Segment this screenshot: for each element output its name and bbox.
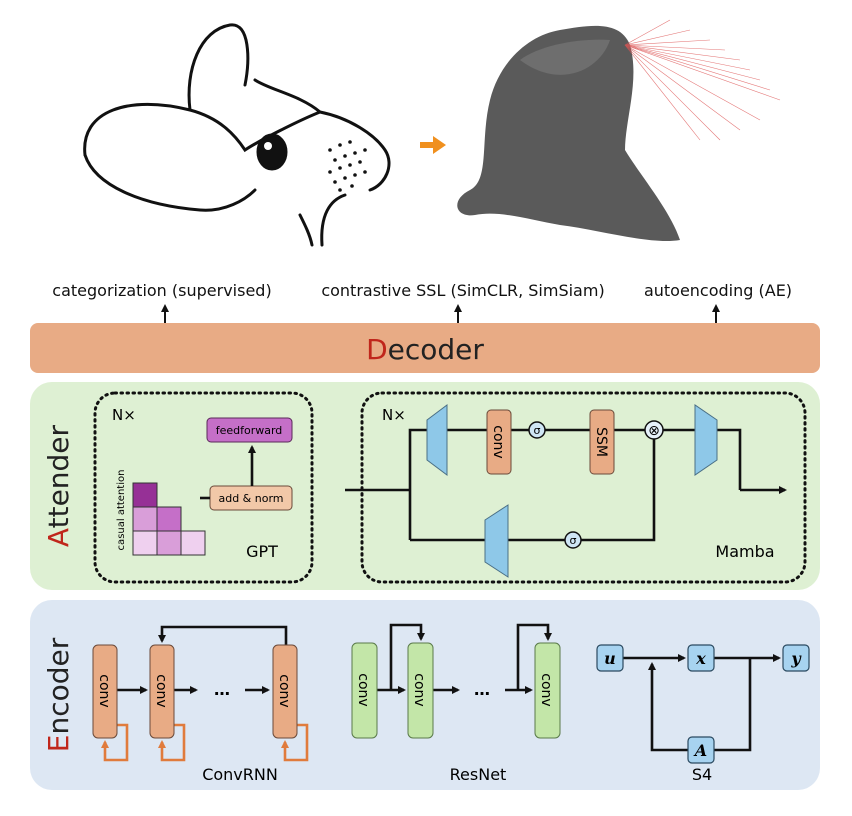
resnet-block: … conv conv conv ResNet: [351, 623, 561, 784]
decoder-bar: [30, 323, 820, 373]
resnet-label: ResNet: [450, 765, 507, 784]
conv-label: conv: [96, 674, 112, 707]
add-norm-label: add & norm: [218, 492, 283, 505]
3d-mouse-head: [457, 19, 781, 242]
gpt-repeat-label: N×: [112, 406, 136, 424]
encoder-title: Encoder: [42, 637, 75, 752]
casual-attention-label: casual attention: [116, 470, 127, 551]
s4-x-label: x: [695, 649, 706, 668]
ellipsis: …: [474, 680, 490, 699]
sigma-icon: σ: [534, 424, 541, 437]
objective-contrastive-ssl: contrastive SSL (SimCLR, SimSiam): [321, 281, 604, 300]
decoder-title: Decoder: [366, 333, 484, 366]
s4-label: S4: [692, 765, 712, 784]
attender-title: Attender: [42, 424, 75, 547]
gpt-label: GPT: [246, 542, 278, 561]
s4-a-label: A: [693, 741, 707, 760]
ssm-label: SSM: [593, 427, 609, 457]
mouse-sketch: [83, 23, 391, 247]
s4-y-label: y: [790, 649, 802, 668]
mamba-repeat-label: N×: [382, 406, 406, 424]
whisker-pad-dots: [328, 140, 367, 192]
gpt-block: N× feedforward add & norm casual attenti…: [93, 391, 314, 584]
mamba-block: N× conv SSM σ σ ⊗ Mamba: [345, 391, 807, 584]
sigma-icon: σ: [570, 534, 577, 547]
convrnn-label: ConvRNN: [202, 765, 278, 784]
feedforward-label: feedforward: [216, 424, 283, 437]
conv-label: conv: [153, 674, 169, 707]
conv-label: conv: [411, 673, 427, 706]
mamba-conv-label: conv: [490, 425, 506, 458]
objective-autoencoding: autoencoding (AE): [644, 281, 792, 300]
s4-u-label: u: [604, 649, 616, 668]
ellipsis: …: [214, 680, 230, 699]
convrnn-block: … conv conv conv ConvRNN: [92, 625, 309, 784]
conv-label: conv: [355, 673, 371, 706]
mamba-label: Mamba: [715, 542, 774, 561]
conv-label: conv: [538, 673, 554, 706]
conv-label: conv: [276, 674, 292, 707]
transform-arrow-icon: [420, 136, 446, 154]
objective-categorization: categorization (supervised): [52, 281, 271, 300]
s4-block: u x y A S4: [596, 644, 810, 784]
multiply-icon: ⊗: [648, 423, 660, 439]
